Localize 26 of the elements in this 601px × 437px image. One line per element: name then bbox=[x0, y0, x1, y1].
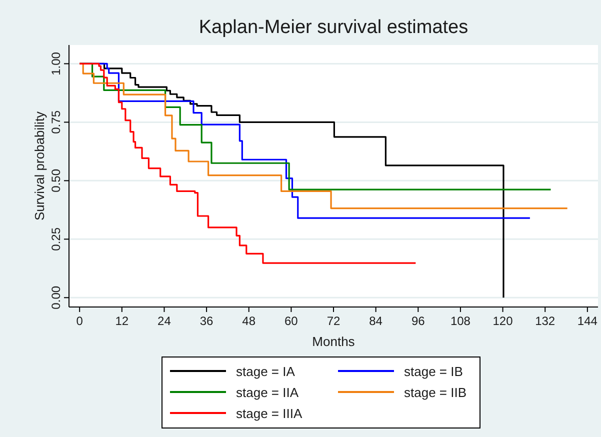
x-tick-label: 108 bbox=[450, 314, 471, 328]
legend-label: stage = IIB bbox=[404, 385, 467, 400]
legend-label: stage = IA bbox=[236, 364, 296, 379]
x-tick-label: 24 bbox=[158, 314, 172, 328]
legend-label: stage = IIA bbox=[236, 385, 299, 400]
x-tick-label: 36 bbox=[200, 314, 214, 328]
x-tick-label: 60 bbox=[284, 314, 298, 328]
y-tick-label: 0.50 bbox=[49, 168, 63, 192]
x-tick-label: 132 bbox=[535, 314, 556, 328]
x-tick-label: 72 bbox=[326, 314, 340, 328]
y-axis-title: Survival probability bbox=[32, 110, 47, 221]
x-tick-label: 96 bbox=[411, 314, 426, 328]
y-tick-label: 0.00 bbox=[49, 286, 63, 310]
x-tick-label: 12 bbox=[115, 314, 129, 328]
legend-label: stage = IB bbox=[404, 364, 463, 379]
x-tick-label: 0 bbox=[76, 314, 84, 328]
x-tick-label: 144 bbox=[577, 314, 598, 328]
x-tick-label: 48 bbox=[242, 314, 256, 328]
x-axis-title: Months bbox=[312, 334, 356, 349]
y-tick-label: 1.00 bbox=[49, 52, 63, 76]
y-tick-label: 0.25 bbox=[49, 227, 63, 251]
x-tick-label: 120 bbox=[492, 314, 514, 328]
y-tick-label: 0.75 bbox=[49, 110, 63, 134]
x-tick-label: 84 bbox=[369, 314, 383, 328]
legend-label: stage = IIIA bbox=[236, 406, 302, 421]
chart-title: Kaplan-Meier survival estimates bbox=[198, 17, 468, 38]
